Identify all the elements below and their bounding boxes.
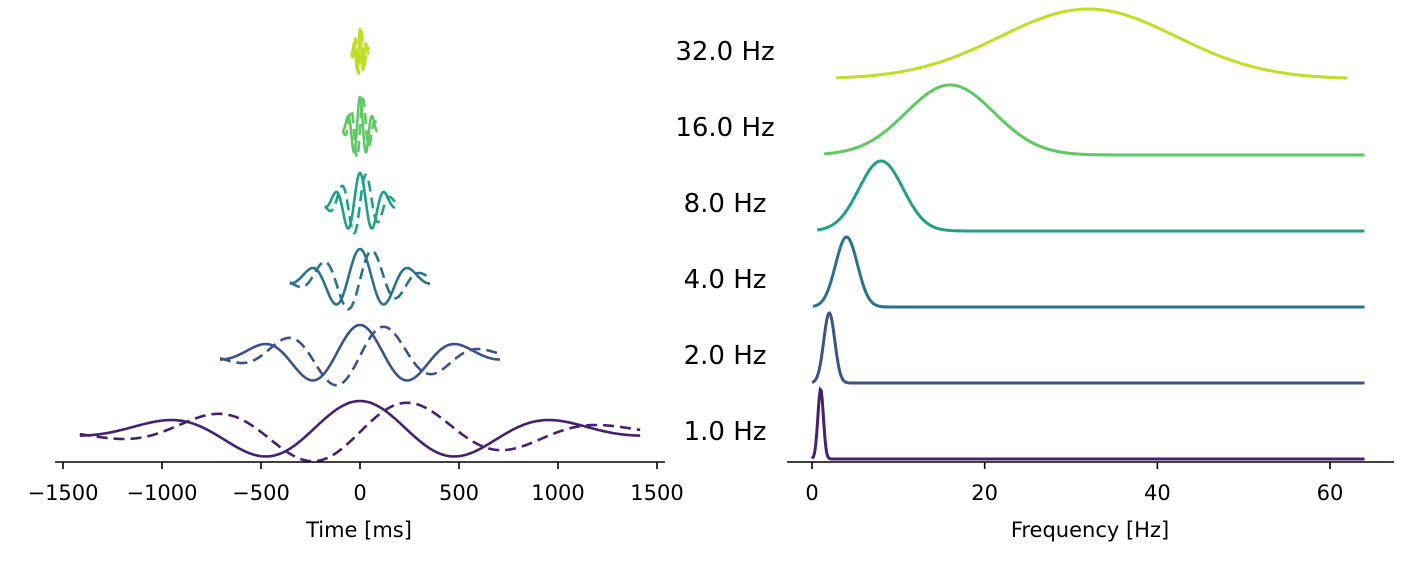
frequency-axis-label: Frequency [Hz] — [1011, 518, 1169, 542]
spectrum-line-16hz — [823, 83, 1365, 157]
wavelet-imag-line — [341, 97, 379, 159]
spectrum-line-1hz — [810, 386, 1365, 461]
freq-label: 16.0 Hz — [675, 113, 774, 143]
freq-label: 8.0 Hz — [684, 189, 767, 219]
freq-label: 1.0 Hz — [684, 417, 767, 447]
time-tick-label: −1000 — [126, 481, 197, 505]
wavelet-imag-line — [323, 173, 397, 235]
wavelet-1hz — [79, 399, 641, 463]
frequency-tick-label: 0 — [805, 481, 818, 505]
frequency-domain-panel: 0 20 40 60 Frequency [Hz] — [787, 7, 1394, 542]
wavelet-real-line — [324, 171, 396, 230]
wavelet-real-line — [79, 399, 641, 458]
time-axis-label: Time [ms] — [305, 518, 412, 542]
frequency-labels: 1.0 Hz 2.0 Hz 4.0 Hz 8.0 Hz 16.0 Hz 32.0 Hz — [675, 37, 774, 447]
wavelet-imag-line — [219, 325, 501, 387]
freq-label: 2.0 Hz — [684, 341, 767, 371]
time-series-group — [79, 27, 641, 463]
spectrum-series-group — [810, 7, 1365, 461]
wavelet-imag-line — [289, 249, 431, 311]
time-tick-label: 1500 — [630, 481, 683, 505]
wavelet-real-line — [219, 323, 501, 382]
wavelet-4hz — [289, 247, 431, 311]
time-tick-label: 1000 — [531, 481, 584, 505]
wavelet-real-line — [289, 247, 431, 306]
freq-label: 32.0 Hz — [675, 37, 774, 67]
wavelet-32hz — [350, 27, 370, 76]
wavelet-16hz — [341, 95, 379, 159]
spectrum-line-2hz — [811, 311, 1365, 385]
time-tick-label: −500 — [232, 481, 290, 505]
time-tick-label: −1500 — [27, 481, 98, 505]
spectrum-line-8hz — [816, 159, 1365, 233]
time-domain-panel: −1500 −1000 −500 0 500 1000 1500 Time [ms] — [27, 27, 684, 542]
wavelet-imag-line — [350, 28, 370, 76]
time-tick-label: 0 — [353, 481, 366, 505]
time-tick-label: 500 — [439, 481, 479, 505]
time-axis-ticks: −1500 −1000 −500 0 500 1000 1500 — [27, 462, 684, 505]
spectrum-line-32hz — [836, 7, 1348, 80]
wavelet-2hz — [219, 323, 501, 387]
wavelet-imag-line — [79, 401, 641, 463]
frequency-axis-ticks: 0 20 40 60 — [805, 462, 1343, 505]
wavelet-8hz — [323, 171, 397, 235]
spectrum-line-4hz — [812, 235, 1365, 309]
frequency-tick-label: 20 — [971, 481, 998, 505]
frequency-tick-label: 60 — [1317, 481, 1344, 505]
frequency-tick-label: 40 — [1144, 481, 1171, 505]
freq-label: 4.0 Hz — [684, 265, 767, 295]
